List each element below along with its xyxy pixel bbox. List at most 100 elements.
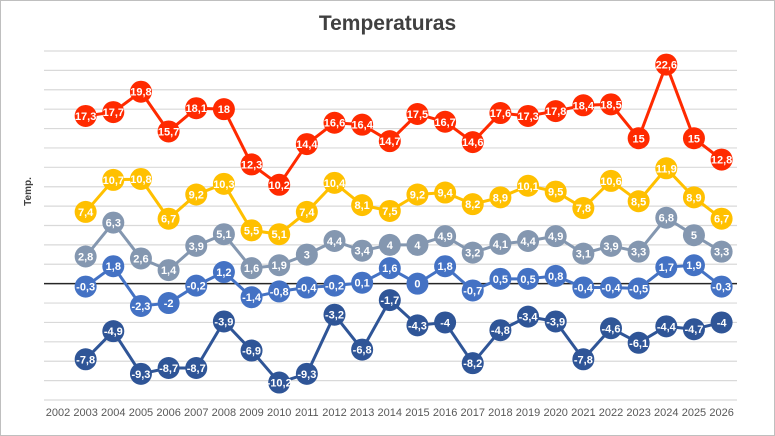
data-point: [517, 305, 540, 328]
data-point: [710, 240, 733, 263]
data-point: [212, 98, 235, 121]
data-label: 17,3: [517, 111, 538, 123]
x-tick-label: 2025: [682, 407, 706, 419]
data-label: -9,3: [131, 369, 150, 381]
data-point: [461, 352, 484, 375]
data-label: 3,3: [714, 247, 729, 259]
data-point: [489, 186, 512, 209]
data-label: -0,8: [270, 286, 289, 298]
data-point: [627, 331, 650, 354]
data-label: -6,1: [629, 338, 648, 350]
data-label: 4,4: [520, 236, 536, 248]
data-point: [157, 292, 180, 315]
data-point: [295, 243, 318, 266]
data-point: [129, 80, 152, 103]
data-point: [710, 311, 733, 334]
x-tick-label: 2017: [461, 407, 485, 419]
data-point: [434, 181, 457, 204]
data-label: 1,7: [659, 262, 674, 274]
x-tick-label: 2021: [571, 407, 595, 419]
data-point: [323, 274, 346, 297]
data-label: -4: [717, 317, 728, 329]
data-label: 6,8: [659, 213, 674, 225]
data-label: -8,7: [187, 363, 206, 375]
data-point: [600, 317, 622, 340]
data-point: [102, 168, 125, 191]
data-label: 22,6: [656, 60, 677, 72]
data-label: 7,8: [576, 203, 591, 215]
data-label: 5: [691, 230, 697, 242]
data-point: [268, 280, 291, 303]
data-point: [406, 233, 429, 256]
data-label: -1,7: [380, 295, 399, 307]
data-point: [240, 339, 263, 362]
data-label: 4,1: [493, 239, 508, 251]
data-point: [323, 230, 346, 253]
x-tick-label: 2006: [156, 407, 180, 419]
data-label: 9,4: [437, 188, 453, 200]
data-label: 1,4: [161, 265, 177, 277]
data-point: [240, 219, 263, 242]
data-point: [434, 255, 457, 278]
data-point: [351, 338, 374, 361]
data-label: -6,9: [242, 346, 261, 358]
data-point: [517, 230, 540, 253]
data-label: 1,8: [106, 261, 121, 273]
x-tick-label: 2015: [405, 407, 429, 419]
data-label: 1,2: [216, 267, 231, 279]
data-point: [600, 234, 622, 257]
data-label: 3,3: [631, 247, 646, 259]
data-label: 17,5: [407, 109, 428, 121]
x-tick-label: 2024: [654, 407, 678, 419]
data-label: -4: [440, 317, 451, 329]
data-point: [323, 111, 346, 134]
data-point: [655, 256, 678, 279]
data-point: [74, 348, 97, 371]
data-point: [240, 257, 263, 280]
data-point: [710, 207, 733, 230]
x-tick-label: 2026: [709, 407, 733, 419]
data-label: 10,6: [600, 176, 621, 188]
data-label: 8,1: [355, 200, 370, 212]
data-label: 3,2: [465, 248, 480, 260]
chart-title: Temperaturas: [318, 12, 457, 35]
x-tick-label: 2009: [239, 407, 263, 419]
data-point: [710, 148, 733, 171]
data-point: [489, 267, 512, 290]
series-line: [84, 166, 723, 236]
data-point: [600, 169, 622, 192]
data-label: 10,8: [130, 174, 151, 186]
data-label: -3,2: [325, 310, 344, 322]
data-point: [517, 104, 540, 127]
data-point: [655, 53, 678, 76]
data-label: 14,7: [379, 136, 400, 148]
data-label: -4,4: [657, 321, 677, 333]
data-label: 10,2: [268, 180, 289, 192]
data-label: 7,5: [382, 206, 397, 218]
data-label: -0,4: [297, 283, 317, 295]
data-point: [572, 94, 595, 117]
data-label: 8,5: [631, 196, 646, 208]
data-label: 11,9: [656, 163, 677, 175]
data-point: [627, 190, 650, 213]
data-label: 6,7: [714, 214, 729, 226]
data-point: [627, 127, 650, 150]
x-tick-label: 2004: [101, 407, 125, 419]
data-point: [102, 211, 125, 234]
data-label: -4,8: [491, 325, 510, 337]
data-point: [378, 257, 401, 280]
data-point: [544, 310, 567, 333]
data-point: [489, 232, 512, 255]
data-label: 1,9: [686, 260, 701, 272]
data-point: [185, 357, 208, 380]
data-point: [295, 276, 318, 299]
data-label: 8,9: [493, 192, 508, 204]
data-label: -0,7: [463, 285, 482, 297]
data-point: [655, 157, 678, 180]
data-label: 15: [633, 133, 645, 145]
data-point: [351, 194, 374, 217]
data-point: [157, 357, 180, 380]
data-point: [461, 131, 484, 154]
data-point: [406, 314, 429, 337]
data-point: [185, 274, 208, 297]
